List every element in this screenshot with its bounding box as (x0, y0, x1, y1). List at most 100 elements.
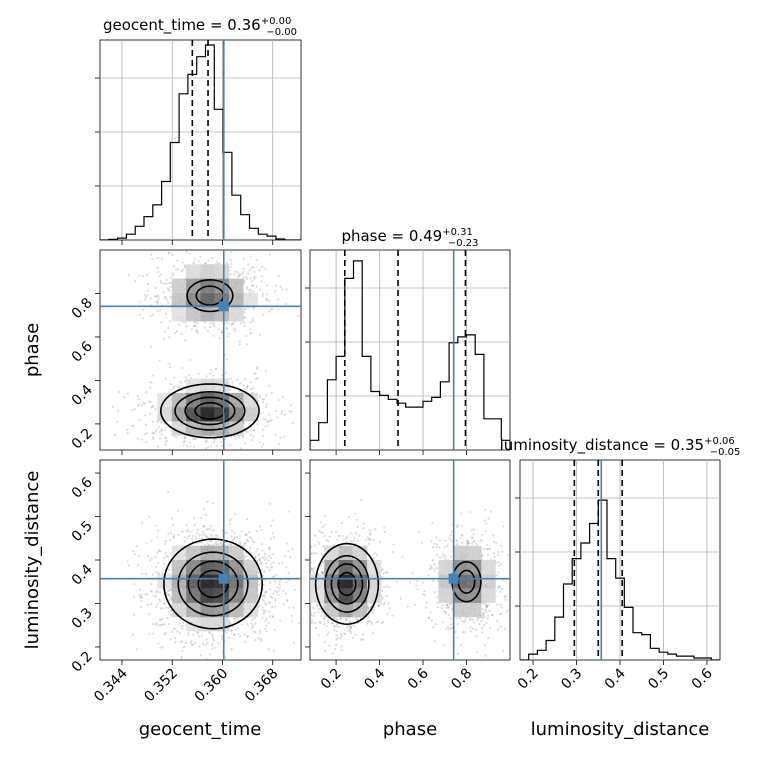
scatter-point (164, 440, 167, 443)
density-cell (481, 588, 496, 603)
scatter-point (257, 583, 261, 586)
scatter-point (441, 621, 444, 624)
scatter-point (473, 539, 476, 542)
scatter-point (273, 575, 276, 578)
scatter-point (143, 402, 146, 405)
scatter-point (213, 440, 216, 443)
scatter-point (215, 368, 218, 371)
scatter-point (169, 366, 172, 369)
scatter-point (228, 543, 231, 546)
scatter-point (211, 455, 213, 457)
scatter-point (471, 536, 474, 539)
scatter-point (201, 246, 203, 248)
scatter-point (159, 279, 162, 282)
scatter-point (291, 548, 294, 551)
scatter-point (242, 257, 245, 260)
scatter-point (238, 272, 241, 275)
scatter-point (219, 541, 222, 544)
scatter-point (189, 358, 192, 361)
scatter-point (385, 571, 388, 575)
scatter-point (181, 261, 184, 264)
scatter-point (321, 560, 324, 563)
scatter-point (149, 314, 152, 317)
scatter-point (218, 543, 221, 546)
scatter-point (265, 617, 268, 621)
contour-level-4 (197, 569, 229, 599)
scatter-point (156, 445, 160, 448)
scatter-point (216, 543, 219, 546)
scatter-point (310, 619, 313, 622)
scatter-point (323, 514, 326, 518)
scatter-point (211, 535, 214, 538)
scatter-point (514, 581, 516, 583)
scatter-point (258, 441, 262, 444)
scatter-point (454, 630, 457, 633)
scatter-point (266, 284, 269, 287)
scatter-point (189, 530, 192, 533)
scatter-point (319, 521, 322, 524)
scatter-point (385, 594, 388, 598)
scatter-point (459, 617, 462, 620)
scatter-point (250, 267, 253, 270)
scatter-point (89, 372, 91, 374)
scatter-point (335, 638, 338, 641)
scatter-point (229, 273, 232, 276)
scatter-point (488, 548, 491, 551)
scatter-point (318, 542, 321, 545)
scatter-point (321, 571, 325, 574)
scatter-point (157, 295, 160, 298)
scatter-point (281, 395, 284, 398)
scatter-point (467, 541, 470, 544)
scatter-point (249, 255, 252, 258)
scatter-point (214, 367, 217, 370)
density-cell (229, 307, 244, 322)
scatter-point (273, 536, 276, 539)
scatter-point (183, 264, 186, 267)
density-cell (200, 264, 215, 279)
scatter-point (349, 621, 352, 624)
scatter-point (168, 588, 171, 591)
scatter-point (148, 515, 151, 518)
scatter-point (236, 378, 239, 381)
scatter-point (174, 331, 177, 335)
scatter-point (317, 610, 320, 614)
scatter-point (314, 534, 317, 537)
scatter-point (265, 403, 268, 406)
scatter-point (423, 594, 426, 597)
scatter-point (156, 603, 159, 606)
scatter-point (444, 555, 447, 558)
scatter-point (233, 535, 236, 539)
scatter-point (335, 634, 338, 637)
scatter-point (268, 253, 271, 256)
scatter-point (299, 413, 301, 416)
scatter-point (381, 621, 385, 624)
scatter-point (290, 620, 293, 623)
scatter-point (165, 554, 168, 558)
scatter-point (358, 534, 361, 538)
scatter-point (194, 437, 197, 440)
scatter-point (231, 322, 235, 325)
scatter-point (209, 653, 212, 656)
scatter-point (157, 642, 160, 645)
density-cell (171, 392, 187, 408)
scatter-point (263, 570, 266, 573)
scatter-point (230, 262, 233, 265)
scatter-point (172, 387, 175, 390)
scatter-point (202, 507, 205, 510)
scatter-point (456, 543, 459, 547)
scatter-point (258, 525, 261, 528)
scatter-point (487, 637, 490, 640)
scatter-point (466, 542, 469, 545)
scatter-point (249, 381, 252, 384)
scatter-point (261, 549, 264, 552)
density-cell (200, 307, 215, 322)
scatter-point (154, 605, 158, 609)
scatter-point (307, 573, 309, 575)
scatter-point (322, 545, 325, 548)
scatter-point (243, 633, 246, 636)
scatter-point (146, 603, 149, 606)
scatter-point (320, 615, 323, 618)
scatter-point (383, 526, 386, 529)
scatter-point (184, 265, 187, 268)
scatter-point (182, 646, 185, 649)
